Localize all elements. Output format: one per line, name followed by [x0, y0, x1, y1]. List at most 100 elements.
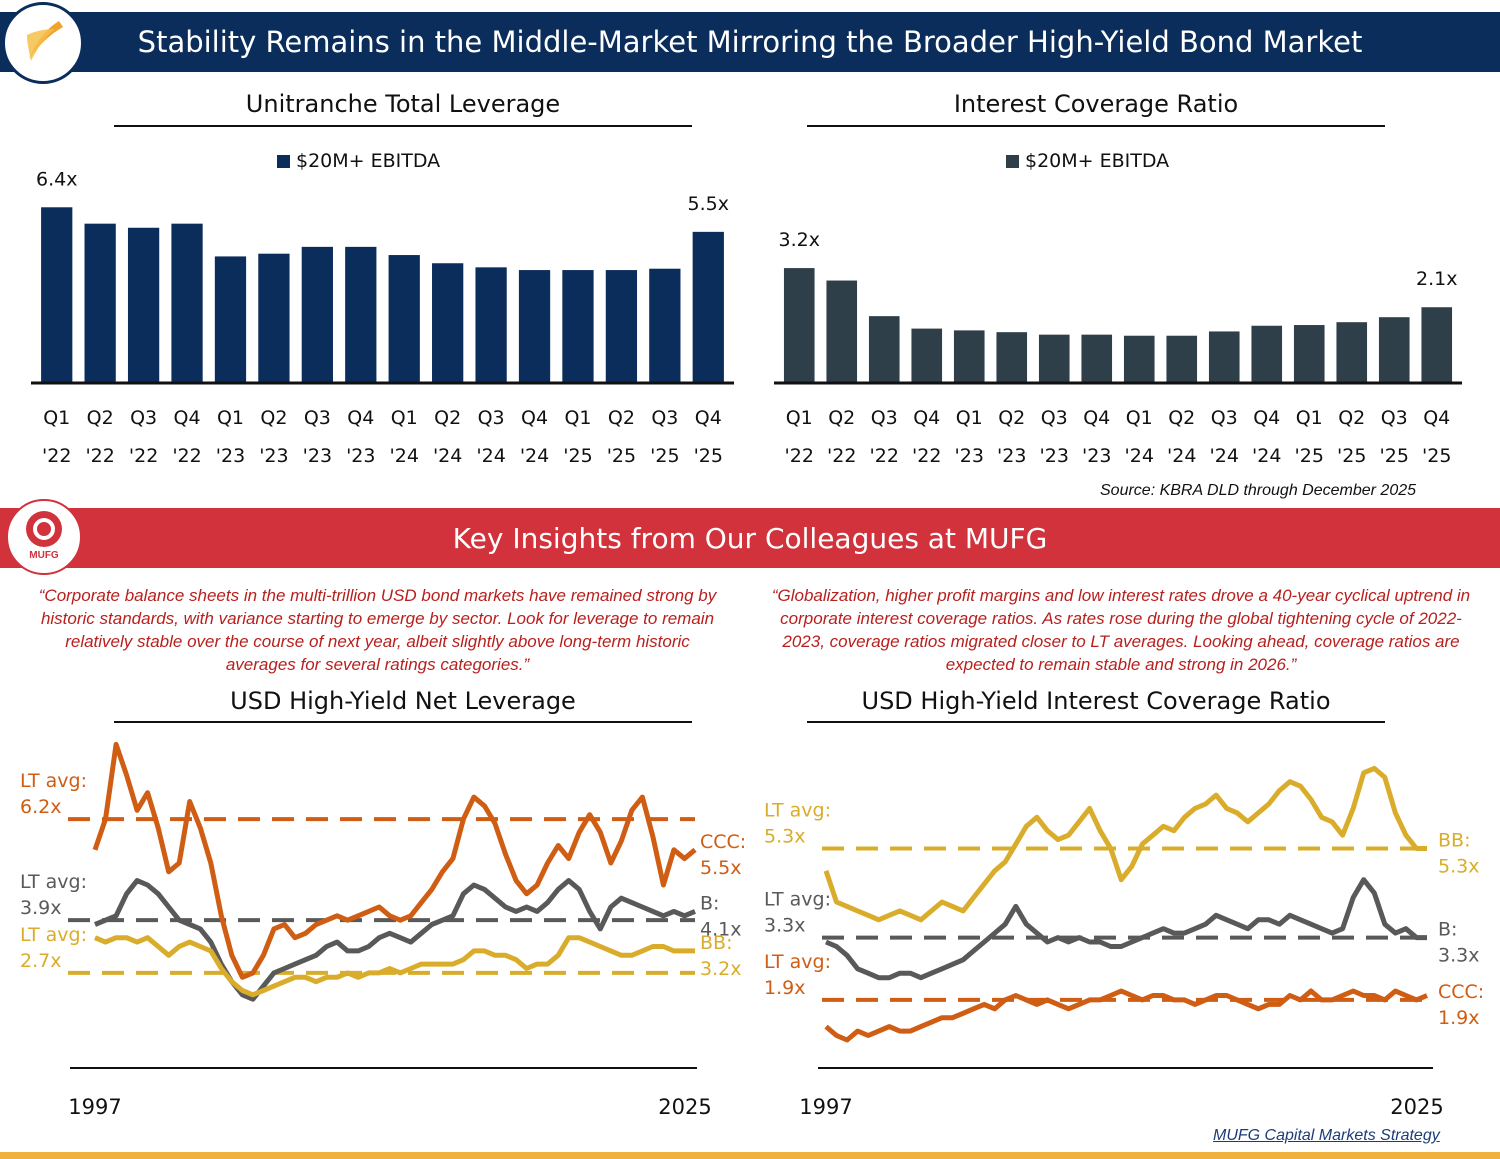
- x-tick-label: Q4: [1423, 407, 1450, 429]
- lt-average-value: 3.9x: [20, 897, 61, 919]
- header-banner: Stability Remains in the Middle-Market M…: [0, 12, 1500, 72]
- bar: [1166, 335, 1198, 382]
- series-end-label: B:: [700, 892, 719, 914]
- footer-credit-link[interactable]: MUFG Capital Markets Strategy: [1213, 1127, 1440, 1144]
- series-line: [824, 988, 1428, 1043]
- series-end-label: CCC:: [1438, 981, 1484, 1003]
- x-tick-label: '24: [1210, 445, 1239, 467]
- bar: [388, 255, 420, 382]
- x-tick-label: Q2: [434, 407, 461, 429]
- data-label: 3.2x: [779, 229, 820, 251]
- chart-title-hy-interest-coverage: USD High-Yield Interest Coverage Ratio: [861, 687, 1331, 715]
- x-tick-label: Q2: [608, 407, 635, 429]
- lt-average-value: 3.3x: [764, 915, 805, 937]
- bar: [783, 268, 815, 382]
- series-end-value: 1.9x: [1438, 1007, 1479, 1029]
- bar: [868, 316, 900, 382]
- x-tick-label: Q3: [130, 407, 157, 429]
- insights-banner: Key Insights from Our Colleagues at MUFG: [0, 508, 1500, 568]
- series-end-value: 3.2x: [700, 958, 741, 980]
- x-tick-label: Q2: [1338, 407, 1365, 429]
- bar: [1293, 325, 1325, 382]
- interest-coverage-chart: Q1 '22 Q2 '22 Q3 '22 Q4 '22 Q1 '23 Q2 '23 Q3 '23 Q4 '23…: [774, 229, 1462, 467]
- data-label: 5.5x: [688, 193, 729, 215]
- bar: [562, 270, 594, 382]
- unitranche-leverage-chart: Q1 '22 Q2 '22 Q3 '22 Q4 '22 Q1 '23 Q2 '23 Q3 '23 Q4 '23…: [31, 168, 734, 467]
- bar: [953, 330, 985, 382]
- bar: [692, 231, 724, 382]
- title-rule-hy-net-leverage: [114, 721, 692, 723]
- bottom-rule: [0, 1152, 1500, 1159]
- x-tick-label: Q2: [1168, 407, 1195, 429]
- x-tick-label: Q4: [1083, 407, 1110, 429]
- x-tick-label: '23: [216, 445, 245, 467]
- mufg-logo-text: MUFG: [29, 550, 59, 561]
- x-tick-label: Q3: [1041, 407, 1068, 429]
- x-tick-label: Q3: [478, 407, 505, 429]
- x-tick-label: '25: [1337, 445, 1366, 467]
- x-tick-label: Q4: [174, 407, 201, 429]
- bar: [1038, 334, 1070, 382]
- lt-average-label: LT avg:: [20, 770, 87, 792]
- title-rule-interest-coverage: [807, 125, 1385, 127]
- x-tick-label: '24: [1252, 445, 1281, 467]
- legend-unitranche: $20M+ EBITDA: [277, 150, 440, 172]
- bar: [127, 227, 160, 382]
- x-tick-label: '22: [42, 445, 71, 467]
- x-tick-label: Q1: [1296, 407, 1323, 429]
- x-tick-label: Q1: [43, 407, 70, 429]
- x-tick-label: '24: [476, 445, 505, 467]
- series-line: [92, 741, 697, 980]
- data-label: 2.1x: [1416, 268, 1457, 290]
- bar: [1336, 322, 1368, 382]
- bar: [826, 280, 858, 382]
- series-line: [94, 878, 696, 1002]
- title-rule-unitranche: [114, 125, 692, 127]
- x-tick-label: Q2: [828, 407, 855, 429]
- x-tick-label: Q4: [1253, 407, 1280, 429]
- bar: [1123, 335, 1155, 382]
- x-tick-label: '23: [346, 445, 375, 467]
- mufg-logo: MUFG: [6, 499, 82, 575]
- hy-net-leverage-chart: LT avg: 6.2x CCC: 5.5x LT avg: 3.9x B: 4.1x LT a…: [20, 741, 746, 1119]
- bar: [1081, 334, 1113, 382]
- series-line: [823, 765, 1427, 923]
- bar: [996, 332, 1028, 382]
- bar: [84, 223, 116, 382]
- x-tick-label: '24: [390, 445, 419, 467]
- bar: [258, 253, 290, 382]
- hy-interest-coverage-chart: LT avg: 5.3x BB: 5.3x LT avg: 3.3x B: 3.3x LT av…: [764, 765, 1484, 1119]
- x-tick-label: Q3: [871, 407, 898, 429]
- x-tick-label: '25: [1295, 445, 1324, 467]
- x-tick-label: '25: [650, 445, 679, 467]
- x-tick-label: Q4: [521, 407, 548, 429]
- x-tick-label: 2025: [658, 1095, 711, 1119]
- lt-average-value: 5.3x: [764, 826, 805, 848]
- series-end-label: BB:: [1438, 830, 1470, 852]
- chart-title-hy-net-leverage: USD High-Yield Net Leverage: [230, 687, 576, 715]
- x-tick-label: Q3: [1381, 407, 1408, 429]
- lt-average-label: LT avg:: [764, 889, 831, 911]
- x-tick-label: Q1: [956, 407, 983, 429]
- quote-coverage: “Globalization, higher profit margins an…: [771, 586, 1471, 674]
- x-tick-label: '22: [912, 445, 941, 467]
- x-tick-label: Q3: [651, 407, 678, 429]
- x-tick-label: '25: [1380, 445, 1409, 467]
- x-tick-label: '23: [955, 445, 984, 467]
- brand-swoosh-icon: [27, 21, 63, 61]
- bar: [1421, 307, 1453, 382]
- bar: [1208, 331, 1240, 382]
- lt-average-value: 1.9x: [764, 977, 805, 999]
- x-tick-label: Q1: [217, 407, 244, 429]
- x-tick-label: Q4: [347, 407, 374, 429]
- x-tick-label: 2025: [1390, 1095, 1443, 1119]
- x-tick-label: '24: [1125, 445, 1154, 467]
- bar: [214, 256, 247, 382]
- x-tick-label: '25: [1422, 445, 1451, 467]
- x-tick-label: '22: [827, 445, 856, 467]
- x-tick-label: '23: [997, 445, 1026, 467]
- bar: [649, 268, 681, 382]
- x-tick-label: '22: [85, 445, 114, 467]
- x-tick-label: '24: [520, 445, 549, 467]
- legend-label: $20M+ EBITDA: [1025, 150, 1170, 172]
